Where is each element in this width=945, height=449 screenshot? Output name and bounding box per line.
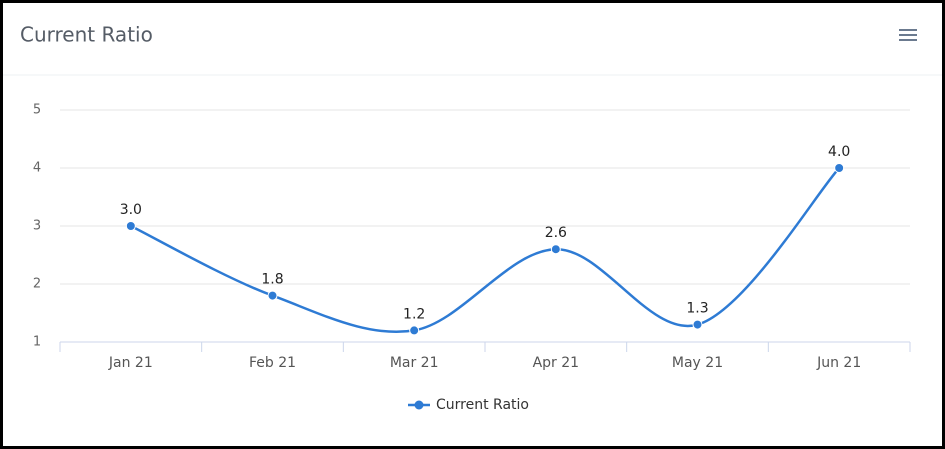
menu-bar xyxy=(899,29,917,31)
y-tick-label: 4 xyxy=(33,161,41,176)
data-label: 3.0 xyxy=(120,202,142,218)
data-label: 4.0 xyxy=(828,144,850,160)
x-tick-label: May 21 xyxy=(672,355,723,371)
menu-button[interactable] xyxy=(899,29,917,41)
data-label: 1.2 xyxy=(403,306,425,322)
x-tick-label: Jun 21 xyxy=(816,355,861,371)
y-tick-label: 2 xyxy=(33,277,41,292)
data-point xyxy=(834,163,845,173)
legend-label: Current Ratio xyxy=(436,397,529,413)
menu-bar xyxy=(899,34,917,36)
y-tick-label: 3 xyxy=(33,219,41,234)
series-line xyxy=(130,167,841,334)
data-point xyxy=(125,221,136,231)
legend-marker xyxy=(414,400,424,410)
data-point xyxy=(409,325,420,336)
data-label: 2.6 xyxy=(545,225,567,241)
data-label: 1.8 xyxy=(261,272,283,288)
x-tick-label: Feb 21 xyxy=(249,355,296,371)
data-point xyxy=(692,319,703,330)
menu-bar xyxy=(899,39,917,41)
data-point xyxy=(267,290,278,301)
y-tick-label: 5 xyxy=(33,103,41,118)
x-tick-label: Apr 21 xyxy=(533,355,579,371)
x-tick-label: Jan 21 xyxy=(108,355,153,371)
chart-title: Current Ratio xyxy=(20,23,153,47)
x-tick-label: Mar 21 xyxy=(390,355,439,371)
chart: Current Ratio 1 2 3 4 5 Jan 21 Feb 21 Mar 21 Apr… xyxy=(3,23,942,413)
data-point xyxy=(550,244,561,255)
y-tick-label: 1 xyxy=(33,335,41,350)
data-label: 1.3 xyxy=(686,301,708,317)
